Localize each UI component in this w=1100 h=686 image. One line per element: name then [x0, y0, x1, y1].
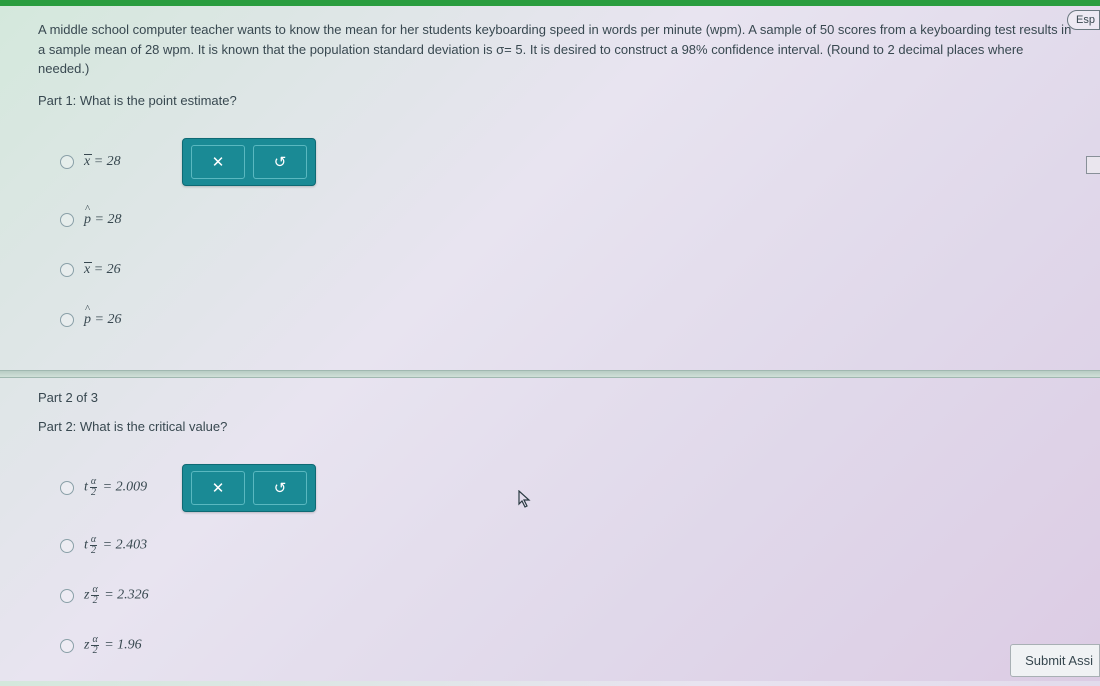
part1-option-4[interactable]: p = 26: [60, 304, 1076, 336]
part2-option-4[interactable]: zα2 = 1.96: [60, 630, 1076, 662]
part1-label: Part 1: What is the point estimate?: [0, 83, 1100, 114]
option-text: zα2 = 1.96: [84, 635, 154, 656]
part2-label: Part 2: What is the critical value?: [0, 409, 1100, 440]
part1-options: x = 28 ✕ ↺ p = 28 x = 26 p = 26: [0, 114, 1100, 360]
part2-option-3[interactable]: zα2 = 2.326: [60, 580, 1076, 612]
undo-icon: ↺: [274, 479, 287, 497]
option-text: zα2 = 2.326: [84, 585, 154, 606]
x-icon: ✕: [212, 153, 225, 171]
option-text: tα2 = 2.403: [84, 535, 154, 556]
undo-icon: ↺: [274, 153, 287, 171]
answer-toolbar: ✕ ↺: [182, 138, 316, 186]
answer-toolbar: ✕ ↺: [182, 464, 316, 512]
radio-button[interactable]: [60, 481, 74, 495]
radio-button[interactable]: [60, 155, 74, 169]
option-text: x = 26: [84, 262, 154, 278]
part2-header: Part 2 of 3: [0, 378, 1100, 409]
submit-button[interactable]: Submit Assi: [1010, 644, 1100, 677]
clear-button[interactable]: ✕: [191, 145, 245, 179]
mouse-cursor-icon: [518, 490, 532, 513]
part1-option-3[interactable]: x = 26: [60, 254, 1076, 286]
x-icon: ✕: [212, 479, 225, 497]
problem-statement: A middle school computer teacher wants t…: [0, 6, 1100, 83]
part1-option-2[interactable]: p = 28: [60, 204, 1076, 236]
section-divider: [0, 370, 1100, 378]
option-text: tα2 = 2.009: [84, 477, 154, 498]
language-toggle[interactable]: Esp: [1067, 10, 1100, 30]
part2-option-2[interactable]: tα2 = 2.403: [60, 530, 1076, 562]
radio-button[interactable]: [60, 313, 74, 327]
option-text: x = 28: [84, 154, 154, 170]
radio-button[interactable]: [60, 539, 74, 553]
option-text: p = 26: [84, 312, 154, 328]
undo-button[interactable]: ↺: [253, 471, 307, 505]
undo-button[interactable]: ↺: [253, 145, 307, 179]
part1-option-1[interactable]: x = 28 ✕ ↺: [60, 138, 1076, 186]
clear-button[interactable]: ✕: [191, 471, 245, 505]
side-tool-icon[interactable]: [1086, 156, 1100, 174]
radio-button[interactable]: [60, 263, 74, 277]
part2-options: tα2 = 2.009 ✕ ↺ tα2 = 2.403 zα2 = 2.326 …: [0, 440, 1100, 686]
radio-button[interactable]: [60, 589, 74, 603]
part2-option-1[interactable]: tα2 = 2.009 ✕ ↺: [60, 464, 1076, 512]
radio-button[interactable]: [60, 639, 74, 653]
option-text: p = 28: [84, 212, 154, 228]
radio-button[interactable]: [60, 213, 74, 227]
